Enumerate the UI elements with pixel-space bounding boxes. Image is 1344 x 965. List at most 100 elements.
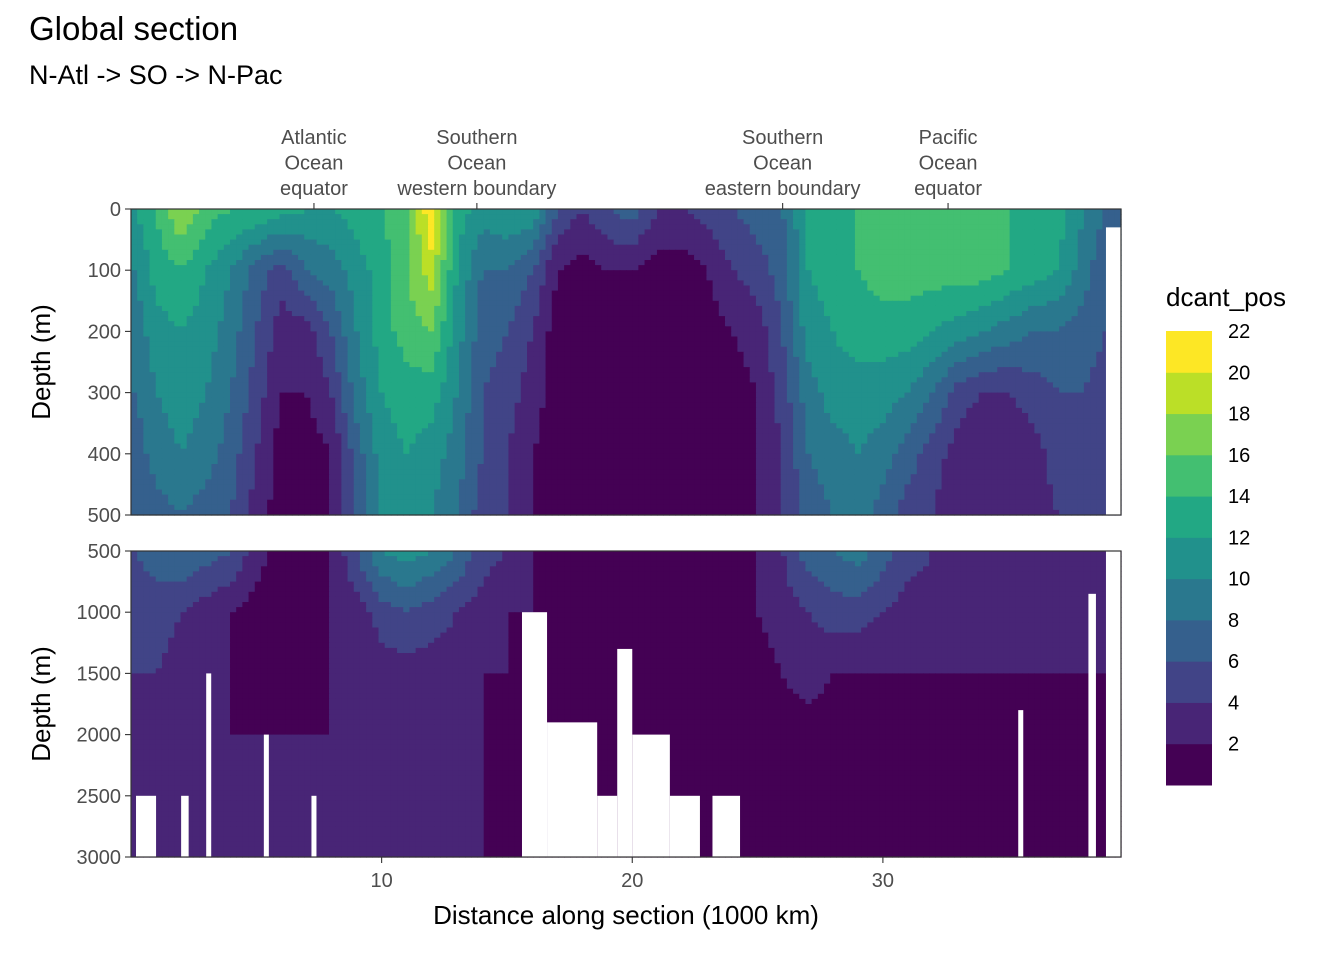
contour-cell — [181, 291, 188, 297]
contour-cell — [168, 321, 175, 327]
contour-cell — [812, 296, 819, 302]
contour-cell — [317, 250, 324, 256]
contour-cell — [546, 265, 553, 271]
contour-cell — [663, 291, 670, 297]
contour-cell — [626, 311, 633, 317]
contour-cell — [465, 265, 472, 271]
contour-cell — [1065, 260, 1072, 266]
contour-cell — [335, 245, 342, 251]
contour-cell — [1084, 337, 1091, 343]
contour-cell — [261, 255, 268, 261]
contour-cell — [1059, 265, 1066, 271]
contour-cell — [409, 311, 416, 317]
contour-cell — [1090, 306, 1097, 312]
contour-cell — [836, 245, 843, 251]
contour-cell — [991, 260, 998, 266]
contour-cell — [843, 209, 850, 215]
contour-cell — [997, 352, 1004, 358]
contour-cell — [775, 219, 782, 225]
contour-cell — [713, 347, 720, 353]
contour-cell — [960, 316, 967, 322]
contour-cell — [824, 280, 831, 286]
contour-cell — [614, 209, 621, 215]
contour-cell — [775, 316, 782, 322]
contour-cell — [775, 321, 782, 327]
contour-cell — [669, 270, 676, 276]
contour-cell — [224, 367, 231, 373]
contour-cell — [465, 321, 472, 327]
contour-cell — [131, 229, 138, 235]
contour-cell — [478, 331, 485, 337]
contour-cell — [874, 331, 881, 337]
contour-cell — [286, 316, 293, 322]
contour-cell — [156, 342, 163, 348]
contour-cell — [737, 209, 744, 215]
contour-cell — [310, 321, 317, 327]
contour-cell — [805, 270, 812, 276]
contour-cell — [750, 296, 757, 302]
contour-cell — [768, 316, 775, 322]
contour-cell — [880, 291, 887, 297]
contour-cell — [917, 224, 924, 230]
contour-cell — [595, 316, 602, 322]
contour-cell — [805, 214, 812, 220]
contour-cell — [471, 291, 478, 297]
contour-cell — [515, 352, 522, 358]
contour-cell — [737, 275, 744, 281]
contour-cell — [428, 306, 435, 312]
contour-cell — [651, 316, 658, 322]
contour-cell — [935, 311, 942, 317]
contour-cell — [781, 342, 788, 348]
contour-cell — [923, 286, 930, 292]
contour-cell — [379, 275, 386, 281]
contour-cell — [583, 347, 590, 353]
contour-cell — [973, 280, 980, 286]
contour-cell — [966, 352, 973, 358]
contour-cell — [539, 311, 546, 317]
contour-cell — [1072, 311, 1079, 317]
contour-cell — [843, 229, 850, 235]
contour-cell — [298, 214, 305, 220]
contour-cell — [1041, 240, 1048, 246]
contour-cell — [261, 311, 268, 317]
contour-cell — [997, 260, 1004, 266]
contour-cell — [960, 235, 967, 241]
contour-cell — [527, 331, 534, 337]
contour-cell — [224, 245, 231, 251]
contour-cell — [948, 224, 955, 230]
contour-cell — [1090, 229, 1097, 235]
contour-cell — [267, 311, 274, 317]
contour-cell — [577, 296, 584, 302]
contour-cell — [490, 286, 497, 292]
contour-cell — [459, 331, 466, 337]
contour-cell — [861, 260, 868, 266]
contour-cell — [552, 275, 559, 281]
contour-cell — [143, 265, 150, 271]
contour-cell — [187, 214, 194, 220]
contour-cell — [1016, 352, 1023, 358]
contour-cell — [261, 280, 268, 286]
contour-cell — [403, 362, 410, 368]
contour-cell — [843, 235, 850, 241]
contour-cell — [539, 245, 546, 251]
contour-cell — [1003, 286, 1010, 292]
contour-cell — [329, 219, 336, 225]
contour-cell — [1034, 214, 1041, 220]
contour-cell — [942, 286, 949, 292]
contour-cell — [929, 240, 936, 246]
contour-cell — [459, 326, 466, 332]
contour-cell — [966, 326, 973, 332]
contour-cell — [948, 214, 955, 220]
contour-cell — [781, 362, 788, 368]
contour-cell — [310, 306, 317, 312]
contour-cell — [620, 321, 627, 327]
contour-cell — [1034, 235, 1041, 241]
contour-cell — [1041, 219, 1048, 225]
contour-cell — [193, 347, 200, 353]
contour-cell — [440, 357, 447, 363]
contour-cell — [249, 291, 256, 297]
contour-cell — [824, 301, 831, 307]
contour-cell — [626, 229, 633, 235]
contour-cell — [1065, 321, 1072, 327]
contour-cell — [366, 291, 373, 297]
